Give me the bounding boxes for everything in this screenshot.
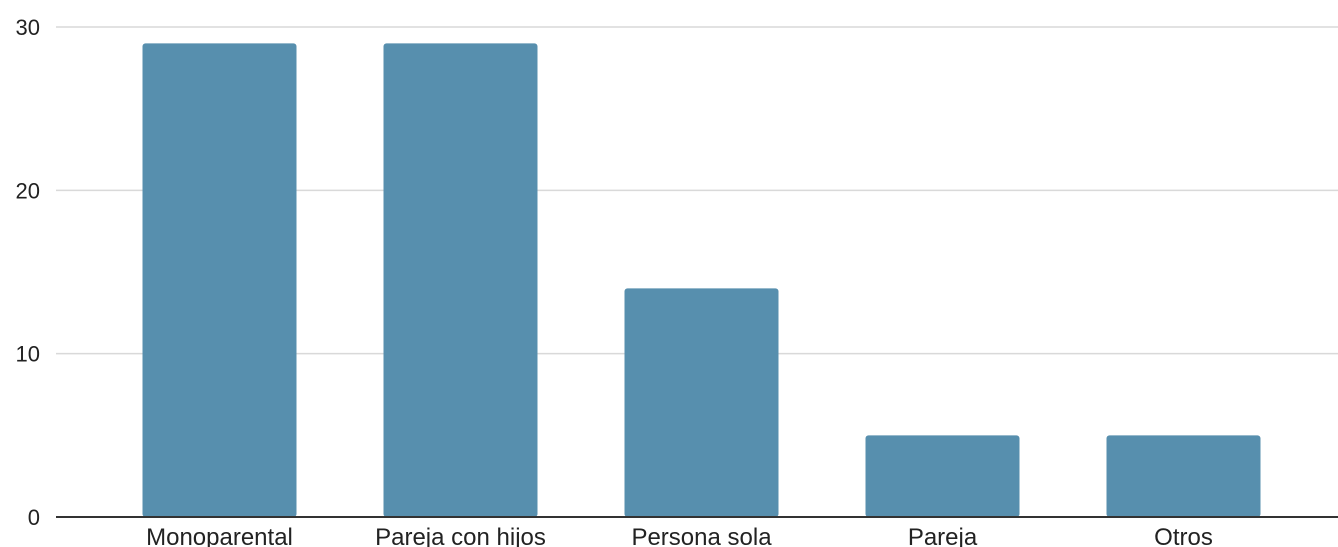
- bar-3: [865, 435, 1020, 517]
- x-axis-labels: Monoparental Pareja con hijos Persona sola…: [146, 524, 1213, 547]
- y-tick-label: 30: [16, 15, 40, 40]
- y-axis-ticks: 0 10 20 30: [16, 15, 40, 530]
- y-tick-label: 0: [28, 505, 40, 530]
- bar-0: [142, 43, 297, 517]
- bar-2: [624, 288, 779, 517]
- y-tick-label: 10: [16, 342, 40, 367]
- bar-1: [383, 43, 538, 517]
- y-tick-label: 20: [16, 178, 40, 203]
- x-tick-label: Pareja con hijos: [375, 524, 546, 547]
- bar-4: [1106, 435, 1261, 517]
- bars: [142, 43, 1261, 517]
- x-tick-label: Pareja: [908, 524, 978, 547]
- x-tick-label: Monoparental: [146, 524, 293, 547]
- x-tick-label: Otros: [1154, 524, 1213, 547]
- x-tick-label: Persona sola: [631, 524, 772, 547]
